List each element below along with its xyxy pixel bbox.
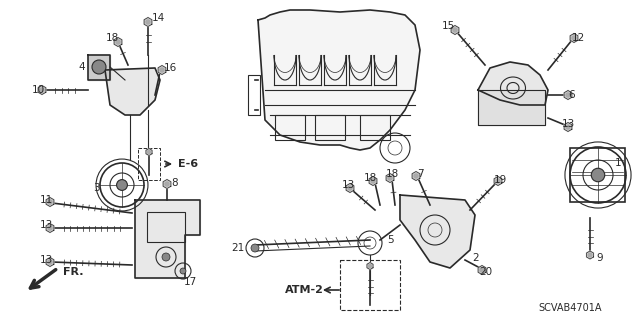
Text: 7: 7 [417, 169, 423, 179]
Circle shape [251, 244, 259, 252]
Text: 3: 3 [93, 183, 99, 193]
Circle shape [165, 182, 169, 186]
Text: 6: 6 [569, 90, 575, 100]
Circle shape [116, 180, 127, 190]
Text: ATM-2: ATM-2 [285, 285, 324, 295]
Bar [315, 115, 345, 140]
Polygon shape [586, 251, 593, 259]
Text: 16: 16 [163, 63, 177, 73]
Circle shape [48, 260, 52, 264]
Polygon shape [114, 38, 122, 47]
Text: 11: 11 [40, 195, 52, 205]
Text: 1: 1 [614, 158, 621, 168]
Text: 13: 13 [40, 220, 52, 230]
Polygon shape [163, 180, 171, 189]
Circle shape [48, 226, 52, 230]
Circle shape [388, 176, 392, 180]
Circle shape [348, 186, 352, 190]
Polygon shape [38, 85, 46, 94]
Text: 13: 13 [341, 180, 355, 190]
Text: SCVAB4701A: SCVAB4701A [538, 303, 602, 313]
Polygon shape [451, 26, 459, 34]
Polygon shape [88, 55, 110, 80]
Circle shape [371, 179, 375, 183]
Text: E-6: E-6 [178, 159, 198, 169]
Polygon shape [105, 68, 160, 115]
Polygon shape [46, 224, 54, 233]
Polygon shape [258, 10, 420, 150]
Polygon shape [412, 172, 420, 181]
Text: FR.: FR. [63, 267, 83, 277]
Circle shape [160, 68, 164, 72]
Text: 21: 21 [232, 243, 244, 253]
Circle shape [48, 200, 52, 204]
Polygon shape [46, 257, 54, 266]
Circle shape [92, 60, 106, 74]
Circle shape [591, 168, 605, 182]
Text: 13: 13 [561, 119, 575, 129]
Polygon shape [346, 183, 354, 192]
Circle shape [453, 28, 457, 32]
Text: 12: 12 [572, 33, 584, 43]
Circle shape [496, 179, 500, 183]
Circle shape [572, 36, 576, 40]
Circle shape [480, 268, 484, 272]
Polygon shape [369, 176, 377, 186]
Text: 4: 4 [79, 62, 85, 72]
Polygon shape [478, 90, 545, 125]
Text: 17: 17 [184, 277, 196, 287]
Polygon shape [367, 263, 373, 270]
Circle shape [369, 264, 372, 268]
Bar [138, 148, 160, 180]
Bar [570, 148, 625, 202]
Text: 18: 18 [106, 33, 118, 43]
Text: 19: 19 [493, 175, 507, 185]
Bar [360, 115, 390, 140]
Text: 14: 14 [152, 13, 164, 23]
Polygon shape [135, 200, 200, 278]
Polygon shape [144, 18, 152, 26]
Circle shape [180, 268, 186, 274]
Circle shape [146, 20, 150, 24]
Text: 13: 13 [40, 255, 52, 265]
Text: 5: 5 [387, 235, 394, 245]
Polygon shape [46, 197, 54, 206]
Circle shape [40, 88, 44, 92]
Circle shape [566, 93, 570, 97]
Circle shape [162, 253, 170, 261]
Polygon shape [158, 65, 166, 75]
Circle shape [116, 40, 120, 44]
Polygon shape [478, 62, 548, 105]
Polygon shape [478, 265, 486, 275]
Polygon shape [146, 149, 152, 155]
Circle shape [566, 125, 570, 129]
Polygon shape [494, 176, 502, 186]
Bar [275, 115, 305, 140]
Circle shape [414, 174, 418, 178]
Text: 15: 15 [442, 21, 454, 31]
Text: 2: 2 [473, 253, 479, 263]
Polygon shape [564, 122, 572, 131]
Polygon shape [386, 174, 394, 182]
Polygon shape [564, 91, 572, 100]
Bar [340, 260, 400, 310]
Circle shape [147, 151, 150, 153]
Bar [147, 212, 185, 242]
Polygon shape [400, 195, 475, 268]
Text: 18: 18 [364, 173, 376, 183]
Circle shape [588, 253, 592, 257]
Text: 9: 9 [596, 253, 604, 263]
Text: 20: 20 [479, 267, 493, 277]
Polygon shape [570, 33, 578, 42]
Text: 18: 18 [385, 169, 399, 179]
Text: 8: 8 [172, 178, 179, 188]
Bar [248, 75, 260, 115]
Text: 10: 10 [31, 85, 45, 95]
